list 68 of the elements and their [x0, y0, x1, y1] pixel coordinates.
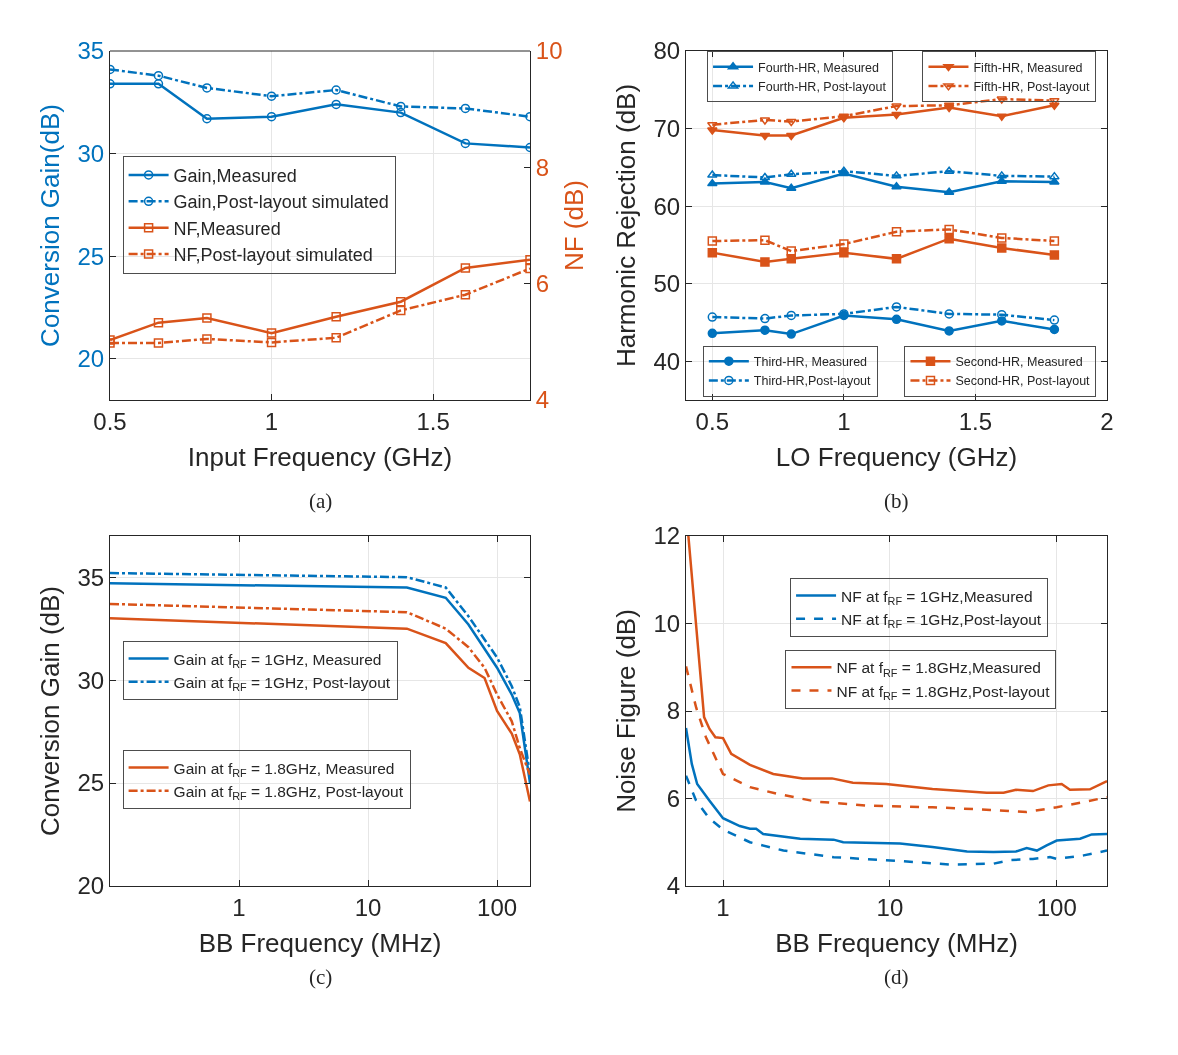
legend-label: Gain at f$_{RF}$ = 1.8GHz, Measured — [173, 759, 395, 779]
y2-tick-label: 8 — [535, 153, 550, 181]
legend-label: NF at f$_{RF}$ = 1GHz,Measured — [841, 587, 1033, 607]
y-tick-label: 6 — [666, 784, 681, 812]
text: (d) — [884, 965, 909, 989]
legend-label: NF at f$_{RF}$ = 1.8GHz,Measured — [836, 659, 1041, 679]
x-tick-label: 100 — [1036, 893, 1077, 921]
y-tick-label: 50 — [653, 270, 681, 298]
y-tick-label: 60 — [653, 192, 681, 220]
y-tick-label: 30 — [77, 140, 105, 168]
x-tick-label: 0.5 — [93, 407, 127, 435]
y-tick-label: 40 — [653, 347, 681, 375]
x-tick-label: 100 — [477, 893, 518, 921]
x-tick-label: 1 — [232, 893, 246, 921]
y-tick-label: 70 — [653, 114, 681, 142]
legend-label: Gain at f$_{RF}$ = 1GHz, Measured — [173, 650, 382, 670]
y-tick-label: 80 — [653, 37, 681, 65]
x-tick-label: 0.5 — [695, 407, 729, 435]
y-tick-label: 20 — [77, 345, 105, 373]
x-axis-title: Input Frequency (GHz) — [187, 442, 453, 473]
y-tick-label: 25 — [77, 242, 105, 270]
y2-tick-label: 4 — [535, 386, 550, 414]
text: (b) — [884, 489, 909, 513]
x-tick-label: 2 — [1100, 407, 1114, 435]
y2-tick-label: 10 — [535, 37, 563, 65]
x-tick-label: 1 — [264, 407, 279, 435]
y-tick-label: 10 — [653, 609, 681, 637]
x-axis-title: BB Frequency (MHz) — [198, 928, 442, 959]
legend-label: Fourth-HR, Measured — [758, 60, 879, 75]
x-axis-title: LO Frequency (GHz) — [775, 442, 1018, 473]
legend-label: Gain at f$_{RF}$ = 1.8GHz, Post-layout — [173, 782, 404, 803]
legend-label: Third-HR, Measured — [753, 355, 868, 370]
text: (a) — [309, 489, 333, 513]
y-axis-title: Noise Figure (dB) — [610, 609, 641, 813]
y2-axis-title: NF (dB) — [559, 180, 589, 271]
legend-label: NF,Post-layout simulated — [173, 245, 373, 266]
y-axis-title: Conversion Gain (dB) — [34, 586, 65, 836]
legend-label: Fifth-HR, Measured — [973, 60, 1083, 75]
text: (c) — [309, 965, 333, 989]
y-tick-label: 4 — [666, 872, 681, 900]
legend-label: NF,Measured — [173, 218, 281, 239]
x-tick-label: 1.5 — [958, 407, 993, 435]
y-tick-label: 25 — [77, 769, 105, 797]
legend-label: Fifth-HR, Post-layout — [973, 79, 1091, 94]
y-tick-label: 8 — [666, 697, 681, 725]
x-tick-label: 10 — [354, 893, 382, 921]
x-tick-label: 10 — [876, 893, 904, 921]
y2-tick-label: 6 — [535, 270, 550, 298]
legend-label: NF at f$_{RF}$ = 1.8GHz,Post-layout — [836, 682, 1051, 702]
legend-label: Second-HR, Post-layout — [955, 374, 1091, 389]
x-tick-label: 1 — [716, 893, 730, 921]
y-axis-title: Harmonic Rejection (dB) — [610, 83, 641, 368]
y-axis-title: Conversion Gain(dB) — [34, 104, 65, 347]
legend-label: Gain at f$_{RF}$ = 1GHz, Post-layout — [173, 673, 391, 694]
legend-label: Gain,Measured — [173, 165, 297, 186]
y-tick-label: 35 — [77, 37, 105, 65]
x-tick-label: 1.5 — [416, 407, 450, 435]
y-tick-label: 20 — [77, 872, 105, 900]
legend-label: Second-HR, Measured — [955, 355, 1083, 370]
legend-label: NF at f$_{RF}$ = 1GHz,Post-layout — [841, 610, 1042, 631]
y-tick-label: 35 — [77, 563, 105, 591]
legend-label: Fourth-HR, Post-layout — [758, 79, 887, 94]
legend-label: Gain,Post-layout simulated — [173, 192, 389, 213]
x-axis-title: BB Frequency (MHz) — [775, 928, 1018, 959]
legend-label: Third-HR,Post-layout — [753, 374, 872, 389]
y-tick-label: 12 — [653, 522, 681, 550]
x-tick-label: 1 — [837, 407, 851, 435]
y-tick-label: 30 — [77, 666, 105, 694]
